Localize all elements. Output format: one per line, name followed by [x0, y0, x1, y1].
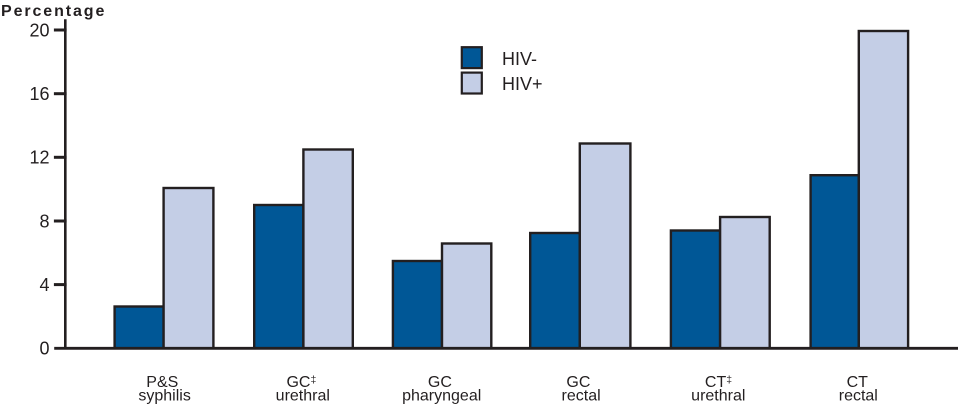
svg-text:CT: CT [847, 374, 869, 391]
svg-text:20: 20 [29, 20, 49, 40]
svg-text:8: 8 [39, 211, 49, 231]
svg-text:rectal: rectal [562, 387, 601, 404]
svg-text:urethral: urethral [276, 387, 330, 404]
svg-text:GC: GC [566, 374, 590, 391]
svg-text:HIV-: HIV- [502, 49, 537, 69]
svg-text:16: 16 [29, 84, 49, 104]
svg-text:urethral: urethral [691, 387, 745, 404]
svg-text:GC‡: GC‡ [286, 374, 316, 391]
svg-text:0: 0 [39, 339, 49, 359]
svg-text:CT‡: CT‡ [705, 374, 732, 391]
svg-text:12: 12 [29, 148, 49, 168]
svg-text:Percentage: Percentage [1, 3, 106, 20]
svg-text:HIV+: HIV+ [502, 74, 543, 94]
svg-text:GC: GC [428, 374, 452, 391]
svg-text:P&S: P&S [146, 374, 178, 391]
svg-text:syphilis: syphilis [138, 387, 190, 404]
svg-text:rectal: rectal [839, 387, 878, 404]
svg-text:4: 4 [39, 275, 49, 295]
svg-text:pharyngeal: pharyngeal [402, 387, 481, 404]
